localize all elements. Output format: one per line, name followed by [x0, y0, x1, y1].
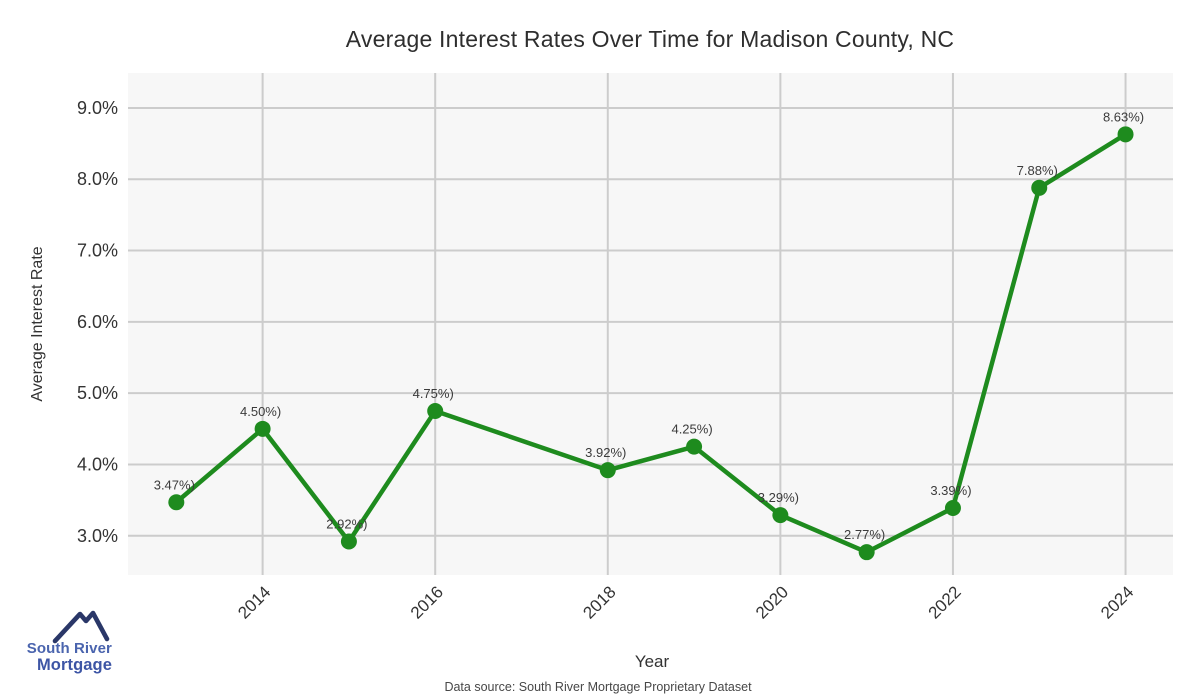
y-tick-label: 8.0%	[77, 169, 118, 189]
data-point-label: 3.29%)	[758, 490, 799, 505]
data-point	[858, 544, 875, 561]
chart-title: Average Interest Rates Over Time for Mad…	[345, 26, 955, 52]
x-tick-label: 2014	[234, 582, 274, 622]
data-point-label: 4.25%)	[671, 422, 712, 437]
data-point	[254, 420, 271, 437]
data-point	[944, 499, 961, 516]
data-point-label: 4.75%)	[413, 386, 454, 401]
y-tick-label: 5.0%	[77, 383, 118, 403]
x-tick-label: 2024	[1097, 582, 1137, 622]
logo-text-line2: Mortgage	[36, 656, 112, 674]
data-point	[772, 507, 789, 524]
y-axis-label: Average Interest Rate	[29, 246, 46, 402]
plot-background	[128, 73, 1173, 575]
data-point	[1117, 126, 1134, 143]
y-tick-label: 9.0%	[77, 98, 118, 118]
y-tick-label: 6.0%	[77, 312, 118, 332]
x-axis-label: Year	[634, 652, 670, 671]
logo-text-line1: South River	[26, 640, 112, 657]
data-point-label: 8.63%)	[1103, 109, 1144, 124]
x-tick-label: 2020	[752, 582, 792, 622]
data-point	[686, 438, 703, 455]
y-tick-label: 7.0%	[77, 241, 118, 261]
x-tick-label: 2018	[579, 582, 619, 622]
data-point	[427, 402, 444, 419]
data-point-label: 2.92%)	[326, 516, 367, 531]
x-tick-label: 2016	[407, 582, 447, 622]
y-tick-label: 4.0%	[77, 454, 118, 474]
data-point-label: 7.88%)	[1017, 163, 1058, 178]
data-point-label: 3.47%)	[154, 477, 195, 492]
data-point	[340, 533, 357, 550]
data-source-note: Data source: South River Mortgage Propri…	[444, 680, 752, 694]
data-point-label: 3.92%)	[585, 445, 626, 460]
x-tick-label: 2022	[925, 582, 965, 622]
house-roof-icon	[52, 610, 110, 644]
data-point-label: 4.50%)	[240, 404, 281, 419]
data-point	[599, 462, 616, 479]
y-tick-label: 3.0%	[77, 526, 118, 546]
data-point-label: 2.77%)	[844, 527, 885, 542]
data-point	[1031, 179, 1048, 196]
data-point	[168, 494, 185, 511]
data-point-label: 3.39%)	[930, 483, 971, 498]
